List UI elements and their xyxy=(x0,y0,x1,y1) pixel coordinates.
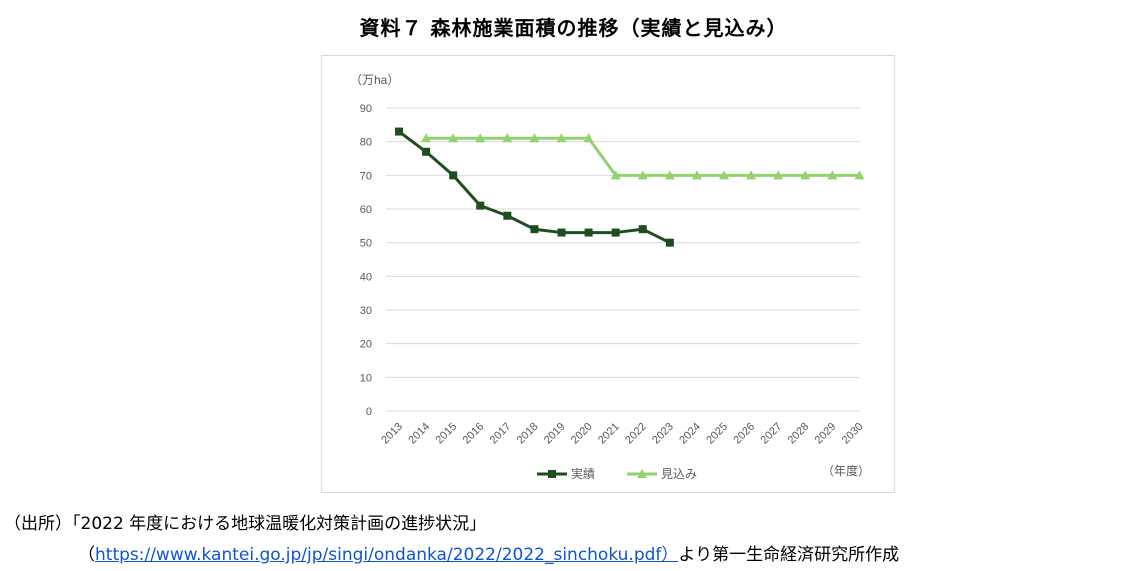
data-point-marker xyxy=(421,133,432,143)
source-link[interactable]: https://www.kantei.go.jp/jp/singi/ondank… xyxy=(95,545,679,565)
x-tick-label: 2028 xyxy=(786,421,812,447)
x-tick-label: 2019 xyxy=(542,421,568,447)
data-point-marker xyxy=(475,133,486,143)
x-tick-label: 2030 xyxy=(840,421,866,447)
data-point-marker xyxy=(719,170,730,180)
data-point-marker xyxy=(637,170,648,180)
x-tick-label: 2023 xyxy=(650,421,676,447)
data-point-marker xyxy=(665,238,674,247)
page-title: 資料７ 森林施業面積の推移（実績と見込み） xyxy=(359,16,788,40)
y-axis-label: （万ha） xyxy=(350,73,399,87)
source-citation: （出所）「2022 年度における地球温暖化対策計画の進捗状況」 xyxy=(4,514,487,534)
data-point-marker xyxy=(638,225,647,234)
x-tick-label: 2020 xyxy=(569,421,595,447)
data-point-marker xyxy=(529,133,540,143)
x-tick-label: 2024 xyxy=(677,421,703,447)
legend-label: 見込み xyxy=(661,467,697,481)
data-point-marker xyxy=(530,225,539,234)
legend-marker xyxy=(548,470,556,478)
data-point-marker xyxy=(584,228,593,237)
link-open-paren: （ xyxy=(78,545,95,565)
data-point-marker xyxy=(449,171,458,180)
x-tick-label: 2014 xyxy=(406,421,432,447)
data-point-marker xyxy=(557,228,566,237)
data-point-marker xyxy=(611,228,620,237)
source-link-suffix: より第一生命経済研究所作成 xyxy=(678,545,900,565)
data-point-marker xyxy=(503,211,512,220)
x-axis-label: （年度） xyxy=(822,463,870,478)
y-tick-label: 90 xyxy=(360,103,372,115)
x-tick-label: 2027 xyxy=(759,421,785,447)
data-point-marker xyxy=(800,170,811,180)
x-tick-label: 2022 xyxy=(623,421,649,447)
x-tick-label: 2021 xyxy=(596,421,622,447)
y-tick-label: 50 xyxy=(360,238,372,250)
x-tick-label: 2025 xyxy=(704,421,730,447)
x-tick-label: 2015 xyxy=(433,421,459,447)
x-tick-label: 2017 xyxy=(488,421,514,447)
data-point-marker xyxy=(583,133,594,143)
y-tick-label: 60 xyxy=(360,204,372,216)
data-point-marker xyxy=(448,133,459,143)
y-tick-label: 40 xyxy=(360,271,372,283)
data-point-marker xyxy=(691,170,702,180)
data-point-marker xyxy=(422,147,431,156)
data-point-marker xyxy=(827,170,838,180)
x-tick-label: 2029 xyxy=(813,421,839,447)
y-tick-label: 80 xyxy=(360,137,372,149)
x-tick-label: 2026 xyxy=(731,421,757,447)
x-tick-label: 2016 xyxy=(461,421,487,447)
y-tick-label: 70 xyxy=(360,170,372,182)
legend-marker xyxy=(637,469,647,478)
x-tick-label: 2013 xyxy=(379,421,405,447)
data-point-marker xyxy=(502,133,513,143)
y-tick-label: 30 xyxy=(360,305,372,317)
series-line xyxy=(426,136,860,177)
data-point-marker xyxy=(610,170,621,180)
data-point-marker xyxy=(773,170,784,180)
x-tick-label: 2018 xyxy=(515,421,541,447)
legend-label: 実績 xyxy=(571,466,595,481)
y-tick-label: 20 xyxy=(360,339,372,351)
y-tick-label: 0 xyxy=(366,406,372,418)
chart-area: 0 10 20 30 40 50 60 70 80 90 （万ha） 2013 2014 2015 2016… xyxy=(321,55,895,493)
data-point-marker xyxy=(664,170,675,180)
data-point-marker xyxy=(395,127,403,136)
data-point-marker xyxy=(746,170,757,180)
data-point-marker xyxy=(476,201,485,210)
y-tick-label: 10 xyxy=(360,372,372,384)
data-point-marker xyxy=(854,170,865,180)
data-point-marker xyxy=(556,133,567,143)
source-link-line: （https://www.kantei.go.jp/jp/singi/ondan… xyxy=(78,540,899,565)
